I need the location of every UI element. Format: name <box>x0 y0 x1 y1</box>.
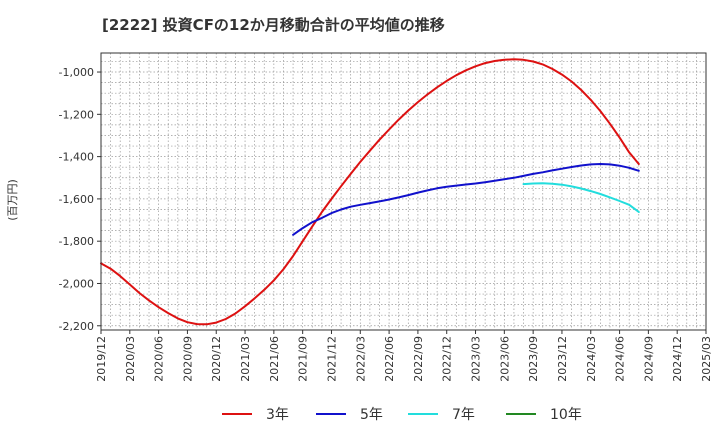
x-tick-label: 2021/03 <box>239 336 252 382</box>
series-line-7年 <box>522 182 640 213</box>
series-line-5年 <box>292 163 640 236</box>
legend-label: 10年 <box>550 407 582 423</box>
x-tick-label: 2022/09 <box>412 336 425 382</box>
y-tick-label: -2,000 <box>59 277 94 290</box>
legend-label: 3年 <box>266 407 289 423</box>
x-tick-label: 2020/03 <box>124 336 137 382</box>
chart-title: [2222] 投資CFの12か月移動合計の平均値の推移 <box>102 16 445 34</box>
grid <box>101 53 706 330</box>
x-tick-label: 2024/09 <box>642 336 655 382</box>
x-tick-label: 2023/03 <box>470 336 483 382</box>
series-group <box>100 58 640 326</box>
x-tick-label: 2022/03 <box>354 336 367 382</box>
x-axis: 2019/12 2020/03 2020/06 2020/09 2020/12 2021/… <box>95 330 713 382</box>
plot-area <box>101 53 706 330</box>
x-tick-label: 2022/12 <box>441 336 454 382</box>
x-tick-label: 2022/06 <box>383 336 396 382</box>
x-tick-label: 2023/06 <box>498 336 511 382</box>
y-tick-label: -1,800 <box>59 235 94 248</box>
x-tick-label: 2019/12 <box>95 336 108 382</box>
y-axis-label: (百万円) <box>6 179 19 221</box>
y-tick-label: -1,000 <box>59 66 94 79</box>
y-tick-label: -1,600 <box>59 193 94 206</box>
x-tick-label: 2020/12 <box>210 336 223 382</box>
y-tick-label: -1,200 <box>59 108 94 121</box>
y-tick-label: -1,400 <box>59 151 94 164</box>
x-tick-label: 2021/12 <box>325 336 338 382</box>
y-tick-label: -2,200 <box>59 320 94 333</box>
legend-label: 5年 <box>360 407 383 423</box>
x-tick-label: 2020/06 <box>153 336 166 382</box>
y-axis: -1,000 -1,200 -1,400 -1,600 -1,800 -2,000 -2,2… <box>59 66 101 333</box>
x-tick-label: 2024/03 <box>585 336 598 382</box>
x-tick-label: 2020/09 <box>181 336 194 382</box>
x-tick-label: 2023/09 <box>527 336 540 382</box>
x-tick-label: 2021/06 <box>268 336 281 382</box>
legend-label: 7年 <box>452 407 475 423</box>
x-tick-label: 2024/12 <box>671 336 684 382</box>
x-tick-label: 2023/12 <box>556 336 569 382</box>
x-tick-label: 2025/03 <box>700 336 713 382</box>
x-tick-label: 2024/06 <box>614 336 627 382</box>
plot-frame <box>100 52 707 331</box>
series-line-3年 <box>100 58 640 326</box>
x-tick-label: 2021/09 <box>297 336 310 382</box>
legend: 3年 5年 7年 10年 <box>222 407 582 423</box>
